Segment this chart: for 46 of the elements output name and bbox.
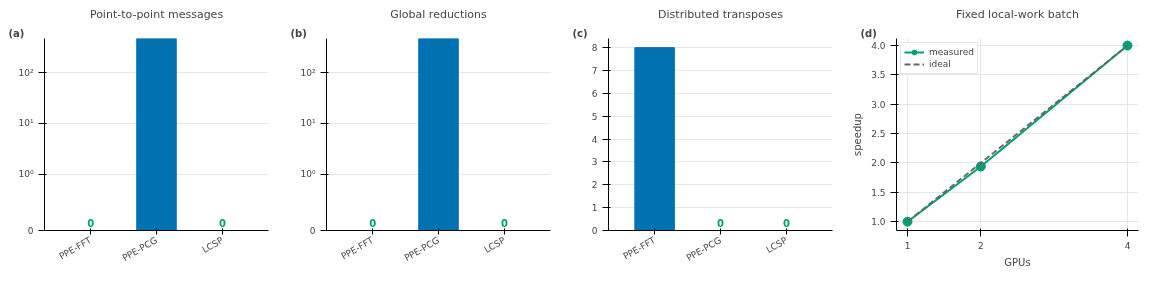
y-tick-label: 4: [591, 134, 598, 145]
y-tick-label: 6: [591, 88, 598, 99]
y-tick-label: 10¹: [18, 118, 34, 129]
text: 0: [369, 217, 377, 229]
y-tick-label: 1: [591, 203, 598, 214]
legend-label: measured: [929, 46, 974, 58]
text: (c): [572, 27, 588, 39]
x-tick-label: 4: [1124, 240, 1131, 251]
y-tick-label: 1.5: [871, 187, 886, 198]
y-tick-label: 10¹: [300, 118, 316, 129]
y-tick-label: 10²: [300, 67, 316, 78]
y-tick-label: 0: [591, 226, 598, 236]
chart-title: Fixed local-work batch: [956, 7, 1079, 21]
text: 0: [782, 217, 790, 229]
chart-title: Point-to-point messages: [89, 7, 224, 21]
text: 0: [500, 217, 508, 229]
y-tick-label: 2: [591, 180, 598, 191]
y-tick-label: 3.5: [871, 70, 886, 81]
y-tick-label: 5: [591, 111, 598, 122]
y-tick-label: 4.0: [871, 41, 886, 52]
y-tick-label: 10⁰: [300, 169, 316, 180]
y-axis-title: speedup: [852, 113, 864, 156]
x-tick-label: 2: [977, 240, 984, 251]
text: (a): [8, 27, 25, 39]
chart-title: Global reductions: [390, 7, 487, 21]
text: 0: [218, 217, 226, 229]
text: 0: [87, 217, 95, 229]
y-tick-label: 2.5: [871, 129, 886, 140]
text: (b): [290, 27, 307, 39]
y-tick-label: 3: [591, 157, 598, 168]
x-tick-label: 1: [904, 240, 911, 251]
y-tick-label: 8: [591, 43, 598, 54]
y-tick-label: 1.0: [871, 217, 886, 228]
point: [1122, 40, 1133, 51]
y-tick-label: 7: [591, 66, 598, 76]
y-tick-label: 2.0: [871, 158, 886, 169]
y-tick-label: 0: [27, 225, 34, 236]
y-tick-label: 10²: [18, 67, 34, 78]
chart-title: Distributed transposes: [658, 7, 784, 21]
y-tick-label: 10⁰: [18, 169, 34, 180]
y-tick-label: 0: [309, 225, 316, 236]
legend-label: ideal: [929, 58, 951, 70]
y-tick-label: 3.0: [871, 99, 886, 110]
text: (d): [860, 27, 877, 39]
text: 0: [717, 217, 724, 229]
x-axis-title: GPUs: [1004, 256, 1031, 268]
